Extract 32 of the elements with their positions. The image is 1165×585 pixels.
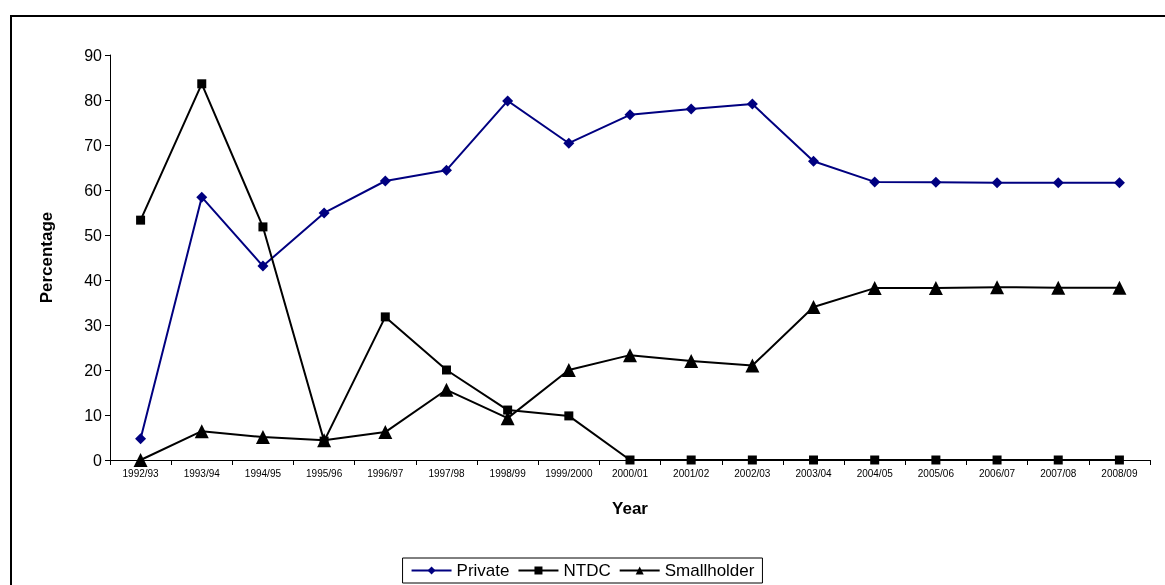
x-tick-label: 2003/04 bbox=[795, 467, 833, 479]
y-tick-label: 0 bbox=[93, 451, 103, 469]
legend-label: NTDC bbox=[563, 561, 611, 580]
x-tick-label: 2004/05 bbox=[856, 467, 894, 479]
legend-label: Private bbox=[456, 561, 510, 580]
x-tick-label: 2008/09 bbox=[1101, 467, 1138, 479]
y-axis-title: Percentage bbox=[37, 211, 56, 304]
x-tick-label: 1997/98 bbox=[428, 467, 465, 479]
x-axis-title: Year bbox=[612, 499, 649, 518]
y-tick-label: 10 bbox=[84, 406, 103, 424]
x-tick-label: 1999/2000 bbox=[545, 467, 593, 479]
x-tick-label: 1993/94 bbox=[183, 467, 221, 479]
x-tick-label: 2007/08 bbox=[1040, 467, 1077, 479]
x-tick-label: 1996/97 bbox=[367, 467, 404, 479]
x-tick-label: 1998/99 bbox=[489, 467, 527, 479]
y-tick-label: 30 bbox=[84, 316, 103, 334]
y-tick-label: 90 bbox=[84, 46, 103, 64]
x-tick-label: 1995/96 bbox=[306, 467, 343, 479]
x-tick-label: 1992/93 bbox=[122, 467, 160, 479]
y-tick-label: 70 bbox=[84, 136, 103, 154]
y-tick-label: 50 bbox=[84, 226, 103, 244]
y-tick-label: 60 bbox=[84, 181, 103, 199]
x-tick-label: 2000/01 bbox=[611, 467, 649, 479]
x-tick-label: 2005/06 bbox=[917, 467, 955, 479]
y-tick-label: 20 bbox=[84, 361, 103, 379]
legend-label: Smallholder bbox=[664, 561, 755, 580]
x-tick-label: 2001/02 bbox=[673, 467, 710, 479]
x-tick-label: 2002/03 bbox=[734, 467, 771, 479]
y-tick-label: 80 bbox=[84, 91, 103, 109]
y-tick-label: 40 bbox=[84, 271, 103, 289]
x-tick-label: 1994/95 bbox=[244, 467, 282, 479]
x-tick-label: 2006/07 bbox=[978, 467, 1016, 479]
